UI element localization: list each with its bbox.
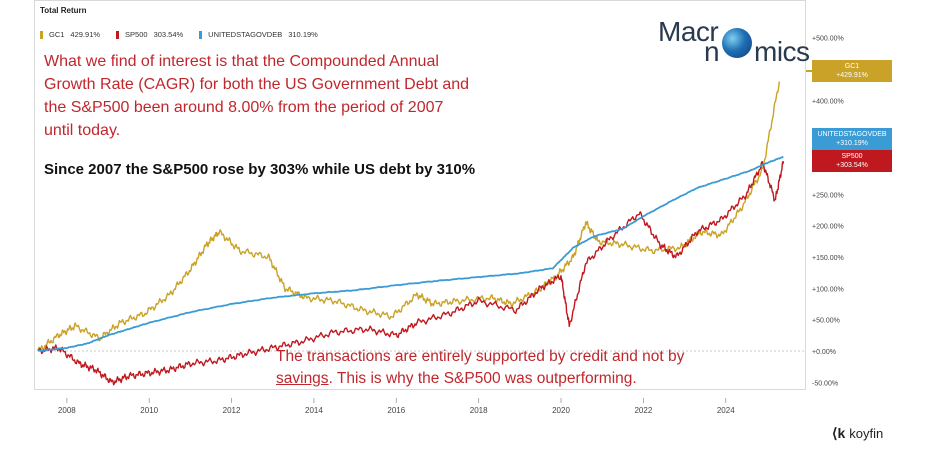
x-tick-label: 2018 [470,406,488,415]
legend-item-gc1[interactable]: GC1 429.91% [40,30,100,39]
y-tick-label: +500.00% [812,36,844,43]
legend-item-govdebt[interactable]: UNITEDSTAGOVDEB 310.19% [199,30,318,39]
koyfin-label: koyfin [849,426,884,441]
y-tick-label: +50.00% [812,318,840,325]
since-2007-annotation: Since 2007 the S&P500 rose by 303% while… [44,161,476,178]
x-tick-label: 2008 [58,406,76,415]
legend-value-sp500: 303.54% [153,30,184,39]
legend-item-sp500[interactable]: SP500 303.54% [116,30,183,39]
cagr-line-3: the S&P500 been around 8.00% from the pe… [44,99,444,116]
y-tick-label: +200.00% [812,224,844,231]
x-tick-label: 2016 [387,406,405,415]
logo-text-part3: mics [754,36,810,67]
x-tick-label: 2010 [140,406,158,415]
sp500-end-tag-value: +303.54% [836,162,868,169]
y-tick-label: -50.00% [812,380,838,387]
x-tick-label: 2022 [634,406,652,415]
legend-swatch-govdebt [199,30,203,39]
logo-text-part1: Macr [658,16,719,47]
credit-annotation: The transactions are entirely supported … [276,346,684,390]
govdebt-end-tag: UNITEDSTAGOVDEB +310.19% [812,128,892,150]
y-tick-label: +150.00% [812,255,844,262]
globe-icon [722,28,752,58]
credit-line-2-rest: . This is why the S&P500 was outperformi… [328,370,637,387]
sp500-end-tag-label: SP500 [841,153,863,160]
x-tick-label: 2012 [223,406,241,415]
govdebt-end-tag-label: UNITEDSTAGOVDEB [817,131,887,138]
legend-swatch-gc1 [40,30,43,39]
x-tick-label: 2024 [717,406,735,415]
x-tick-label: 2014 [305,406,323,415]
sp500-end-tag: SP500 +303.54% [812,150,892,172]
govdebt-end-tag-value: +310.19% [836,140,868,147]
series-line-unitedstagovdeb [37,155,784,352]
cagr-line-4: until today. [44,122,121,139]
y-tick-label: +0.00% [812,349,836,356]
legend-label-gc1: GC1 [49,30,65,39]
y-tick-label: +400.00% [812,98,844,105]
legend-label-govdebt: UNITEDSTAGOVDEB [208,30,283,39]
koyfin-logo-icon: ⟨k [832,425,846,441]
cagr-line-2: Growth Rate (CAGR) for both the US Gover… [44,76,470,93]
series-line-sp500 [37,160,785,386]
legend-value-govdebt: 310.19% [288,30,318,39]
gc1-end-tag: GC1 +429.91% [812,60,892,82]
legend-label-sp500: SP500 [125,30,148,39]
gc1-end-tag-label: GC1 [844,63,860,70]
koyfin-brand: ⟨k koyfin [832,425,883,442]
y-tick-label: +100.00% [812,286,844,293]
credit-line-1: The transactions are entirely supported … [276,348,685,365]
chart-frame [34,0,806,390]
y-tick-label: +250.00% [812,192,844,199]
gc1-end-tag-value: +429.91% [836,72,868,79]
logo-text-part2: n [704,36,720,67]
chart-title: Total Return [40,6,87,15]
chart-legend: GC1 429.91% SP500 303.54% UNITEDSTAGOVDE… [40,30,318,39]
legend-value-gc1: 429.91% [70,30,101,39]
credit-line-2: savings. This is why the S&P500 was outp… [276,368,684,390]
legend-swatch-sp500 [116,30,120,39]
cagr-line-1: What we find of interest is that the Com… [44,53,439,70]
cagr-annotation: What we find of interest is that the Com… [44,50,469,142]
credit-savings-word: savings [276,370,329,387]
x-tick-label: 2020 [552,406,570,415]
macronomics-logo: Macr n mics [658,14,810,67]
